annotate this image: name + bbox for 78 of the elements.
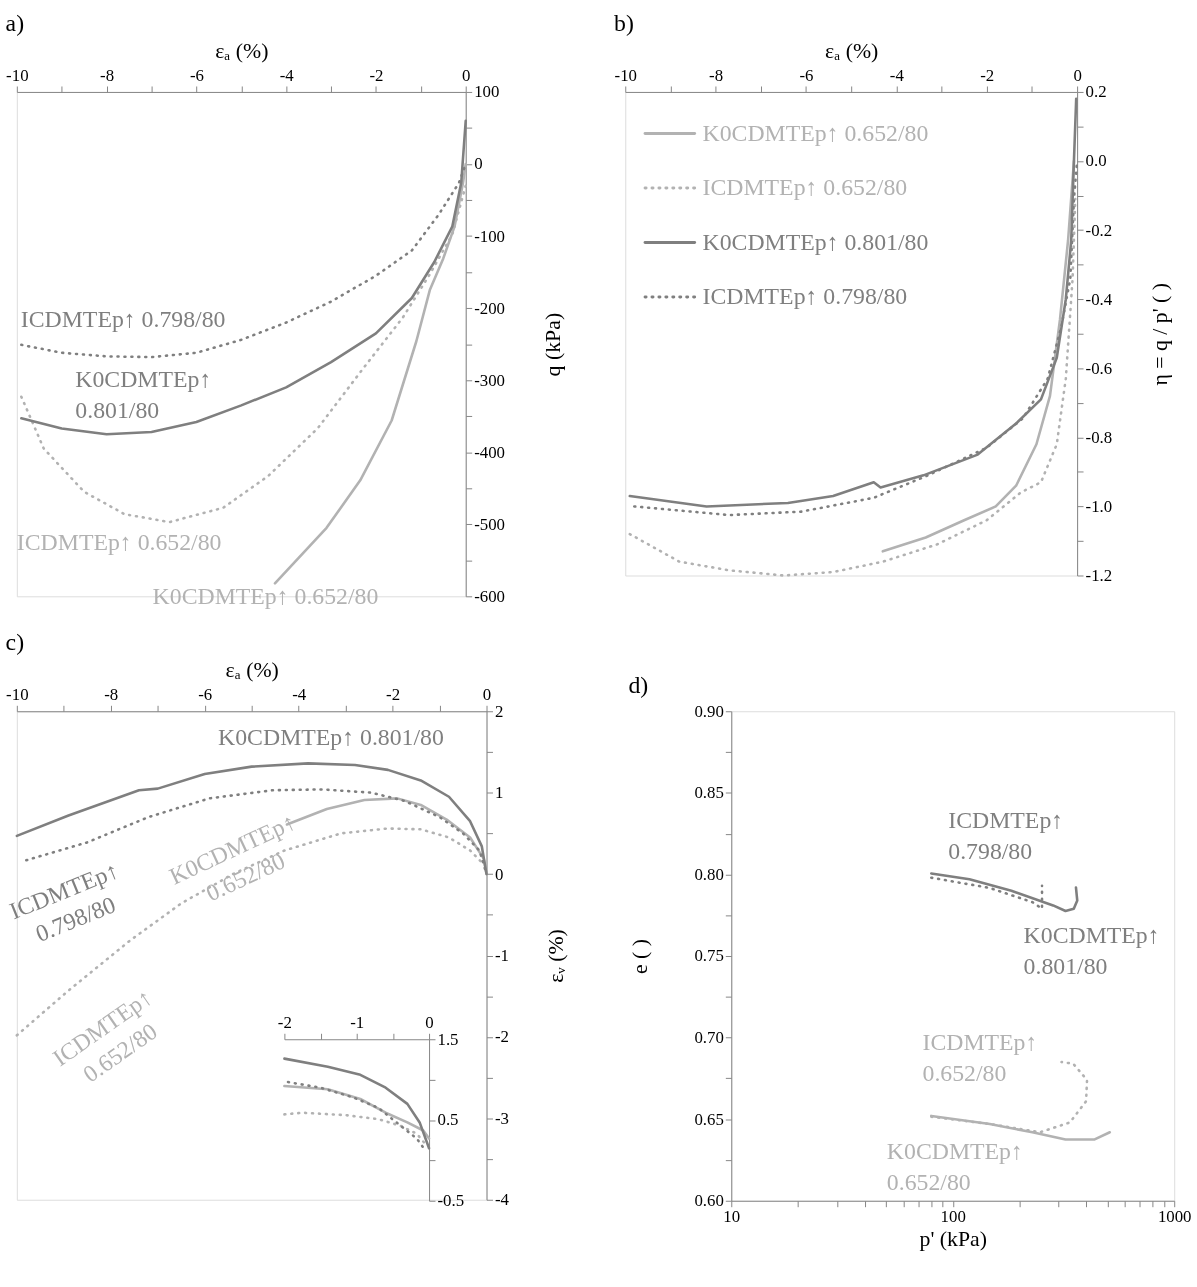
series-label: ICDMTEp↑ 0.652/80 [922, 1029, 1038, 1086]
y-tick-label: -0.8 [1085, 427, 1113, 447]
y-tick-label: -0.2 [1085, 220, 1113, 240]
y-tick-label: 100 [474, 82, 500, 102]
x-tick-label: -10 [6, 684, 29, 704]
y-tick-label: 0.60 [694, 1191, 724, 1211]
chart-title: c) [5, 628, 25, 655]
y-tick-label: 0.5 [437, 1110, 459, 1130]
y-tick-label: -4 [494, 1190, 510, 1210]
y-tick-label: 0.85 [694, 783, 724, 803]
x-tick-label: -6 [189, 65, 204, 85]
y-tick-label: -300 [474, 370, 505, 390]
series-label: K0CDMTEp↑ 0.801/80 [1023, 922, 1160, 979]
series-label: K0CDMTEp↑ 0.801/80 [218, 723, 444, 750]
y-tick-label: -0.6 [1085, 358, 1113, 378]
x-tick-label: -2 [369, 65, 384, 85]
y-tick-label: -1.2 [1085, 565, 1113, 585]
y-tick-label: 0 [474, 154, 483, 174]
y-tick-label: -1 [494, 945, 509, 965]
x-tick-label: -10 [6, 65, 29, 85]
y-tick-label: 0.90 [694, 701, 724, 721]
series-label: ICDMTEp↑ 0.798/80 [20, 305, 226, 332]
x-tick-label: -2 [980, 65, 995, 85]
series-label: ICDMTEp↑ 0.652/80 [16, 528, 222, 555]
y-axis-title: e ( ) [627, 938, 652, 975]
y-tick-label: -100 [474, 226, 505, 246]
y-tick-label: 2 [494, 701, 504, 721]
x-tick-label: 10 [723, 1207, 741, 1227]
y-tick-label: -500 [474, 514, 505, 534]
y-tick-label: -400 [474, 442, 505, 462]
x-tick-label: -4 [279, 65, 295, 85]
x-axis-title: εₐ (%) [225, 658, 279, 683]
x-tick-label: -1 [350, 1012, 365, 1032]
x-tick-label: -4 [889, 65, 905, 85]
series-label: K0CDMTEp↑ 0.801/80 [75, 366, 212, 423]
x-axis-title: p' (kPa) [919, 1226, 987, 1251]
y-axis-title: q (kPa) [540, 312, 565, 377]
y-tick-label: 0.0 [1085, 151, 1107, 171]
x-tick-label: -4 [292, 684, 307, 704]
y-tick-label: 0.80 [694, 864, 724, 884]
y-tick-label: -0.4 [1085, 289, 1113, 309]
y-tick-label: -2 [494, 1027, 509, 1047]
x-tick-label: -8 [104, 684, 119, 704]
y-tick-label: -3 [494, 1108, 509, 1128]
chart-title: a) [5, 9, 25, 36]
x-tick-label: -8 [100, 65, 115, 85]
y-tick-label: 0.65 [694, 1109, 724, 1129]
y-tick-label: 0.70 [694, 1028, 724, 1048]
y-tick-label: -0.5 [437, 1191, 465, 1211]
legend-label: ICDMTEp↑ 0.798/80 [702, 283, 908, 309]
legend-label: ICDMTEp↑ 0.652/80 [702, 174, 908, 200]
series-label: ICDMTEp↑ 0.798/80 [948, 807, 1064, 864]
x-axis-title: εₐ (%) [215, 38, 269, 63]
y-axis-title: η = q / p' ( ) [1147, 282, 1172, 386]
y-tick-label: 0 [494, 864, 504, 884]
y-axis-title: εᵥ (%) [544, 929, 569, 983]
y-tick-label: -1.0 [1085, 496, 1113, 516]
x-tick-label: -10 [614, 65, 637, 85]
x-tick-label: -6 [799, 65, 814, 85]
y-tick-label: -200 [474, 298, 505, 318]
x-tick-label: 1000 [1157, 1207, 1192, 1227]
series-label: K0CDMTEp↑ 0.652/80 [886, 1138, 1023, 1195]
x-axis-title: εₐ (%) [825, 38, 879, 63]
x-tick-label: -6 [198, 684, 213, 704]
legend-label: K0CDMTEp↑ 0.801/80 [702, 228, 929, 255]
x-tick-label: 100 [940, 1207, 966, 1227]
y-tick-label: 0.75 [694, 946, 724, 966]
x-tick-label: -2 [386, 684, 401, 704]
y-tick-label: 1.5 [437, 1029, 459, 1049]
x-tick-label: -8 [709, 65, 724, 85]
series-label: K0CDMTEp↑ 0.652/80 [152, 583, 379, 610]
x-tick-label: -2 [277, 1012, 292, 1032]
y-tick-label: -600 [474, 586, 505, 606]
legend-label: K0CDMTEp↑ 0.652/80 [702, 119, 929, 146]
y-tick-label: 0.2 [1085, 82, 1107, 102]
chart-title: d) [628, 672, 649, 699]
chart-title: b) [614, 9, 634, 36]
y-tick-label: 1 [494, 783, 504, 803]
